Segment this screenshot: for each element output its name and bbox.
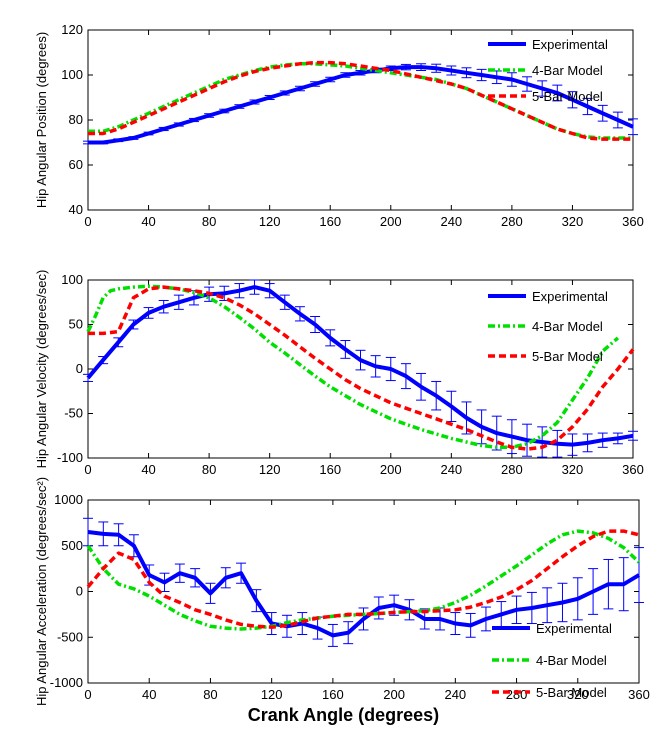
x-tick-label: 80 <box>202 214 216 229</box>
y-tick-label: 40 <box>69 202 83 217</box>
x-tick-label: 80 <box>202 462 216 477</box>
legend-label: Experimental <box>532 37 608 52</box>
y-tick-label: -500 <box>57 629 83 644</box>
y-tick-label: 120 <box>61 22 83 37</box>
series-experimental <box>83 517 644 647</box>
y-tick-label: -1000 <box>50 675 83 690</box>
chart-panel-2: 0 40 80 120 160 200 240 280 320 360 -100 -50 0 50 100 H… <box>34 270 644 477</box>
y-tick-label: 100 <box>61 272 83 287</box>
y-tick-label: 0 <box>76 584 83 599</box>
y-axis-label: Hip Angular Position (degrees) <box>34 32 49 208</box>
x-tick-label: 0 <box>84 687 91 702</box>
legend-label: 4-Bar Model <box>532 63 603 78</box>
legend-label: 4-Bar Model <box>532 319 603 334</box>
x-tick-label: 40 <box>141 462 155 477</box>
x-tick-label: 360 <box>622 214 644 229</box>
series-line <box>86 529 640 629</box>
x-tick-label: 320 <box>562 462 584 477</box>
y-tick-label: 1000 <box>54 492 83 507</box>
series-line <box>88 65 634 145</box>
x-tick-label: 280 <box>506 687 528 702</box>
x-tick-label: 360 <box>628 687 650 702</box>
x-tick-label: 160 <box>322 687 344 702</box>
series-line <box>88 60 633 141</box>
y-tick-label: -100 <box>57 450 83 465</box>
legend-label: Experimental <box>536 621 612 636</box>
x-tick-label: 80 <box>203 687 217 702</box>
x-tick-label: 320 <box>567 687 589 702</box>
series-5-bar-model <box>88 285 635 451</box>
x-tick-label: 120 <box>259 214 281 229</box>
x-tick-label: 200 <box>380 214 402 229</box>
legend-label: Experimental <box>532 289 608 304</box>
x-tick-label: 240 <box>444 687 466 702</box>
x-tick-label: 40 <box>142 687 156 702</box>
x-tick-label: 360 <box>622 462 644 477</box>
y-tick-label: 100 <box>61 67 83 82</box>
chart-panel-1: 0 40 80 120 160 200 240 280 320 360406080100120Hi… <box>34 22 644 229</box>
y-tick-label: 60 <box>69 157 83 172</box>
y-axis-label: Hip Angular Velocity (degrees/sec) <box>34 270 49 469</box>
x-tick-label: 160 <box>319 462 341 477</box>
x-tick-label: 0 <box>84 214 91 229</box>
chart-panel-3: 0 40 80 120 160 200 240 280 320 360 -1000 -500 0 500 1… <box>34 477 650 725</box>
x-tick-label: 280 <box>501 462 523 477</box>
x-tick-label: 120 <box>261 687 283 702</box>
x-tick-label: 0 <box>84 462 91 477</box>
legend-label: 5-Bar Model <box>532 89 603 104</box>
series-4-bar-model <box>86 284 620 450</box>
series-5-bar-model <box>86 529 640 629</box>
y-tick-label: -50 <box>64 406 83 421</box>
x-tick-label: 120 <box>259 462 281 477</box>
series-experimental <box>83 279 638 458</box>
series-line <box>86 529 641 631</box>
series-5-bar-model <box>88 60 633 141</box>
y-tick-label: 50 <box>69 317 83 332</box>
y-tick-label: 0 <box>76 361 83 376</box>
series-line <box>88 285 635 451</box>
legend-label: 5-Bar Model <box>536 685 607 700</box>
legend: Experimental 4-Bar Model 5-Bar Model <box>488 289 608 364</box>
x-tick-label: 200 <box>383 687 405 702</box>
y-axis-label: Hip Angular Acceleration (degrees/sec²) <box>34 477 49 706</box>
legend-label: 5-Bar Model <box>532 349 603 364</box>
x-tick-label: 240 <box>440 214 462 229</box>
x-tick-label: 200 <box>380 462 402 477</box>
x-tick-label: 320 <box>562 214 584 229</box>
x-tick-label: 160 <box>319 214 341 229</box>
legend: Experimental 4-Bar Model 5-Bar Model <box>488 37 608 104</box>
x-tick-label: 40 <box>141 214 155 229</box>
series-line <box>86 284 620 450</box>
x-tick-label: 280 <box>501 214 523 229</box>
x-axis-label: Crank Angle (degrees) <box>248 705 439 725</box>
series-line <box>86 285 634 447</box>
series-line <box>87 530 641 638</box>
legend: Experimental 4-Bar Model 5-Bar Model <box>492 621 612 700</box>
series-4-bar-model <box>86 529 641 631</box>
y-tick-label: 80 <box>69 112 83 127</box>
legend-label: 4-Bar Model <box>536 653 607 668</box>
x-tick-label: 240 <box>440 462 462 477</box>
y-tick-label: 500 <box>61 538 83 553</box>
